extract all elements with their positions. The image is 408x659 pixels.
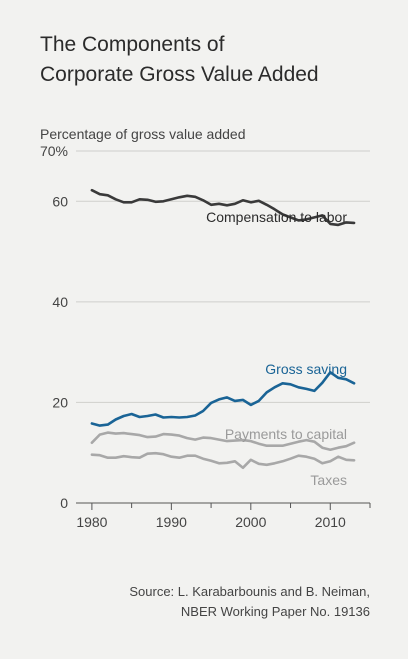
y-tick-label: 20 <box>52 394 68 410</box>
x-tick-label: 2010 <box>315 514 346 530</box>
y-tick-label: 40 <box>52 294 68 310</box>
y-axis-label: Percentage of gross value added <box>40 126 246 142</box>
tick-labels: 0 20 40 60 70% 1980 1990 2000 2010 <box>40 143 346 530</box>
chart-grid <box>76 150 370 403</box>
y-tick-label: 70% <box>40 143 68 159</box>
chart-title-line-2: Corporate Gross Value Added <box>40 63 319 86</box>
series-label-1: Gross saving <box>265 361 347 377</box>
x-tick-label: 1980 <box>76 514 107 530</box>
series-line-3 <box>90 451 356 470</box>
chart-title: The Components of Corporate Gross Value … <box>40 30 380 90</box>
x-tick-label: 1990 <box>156 514 187 530</box>
x-tick-label: 2000 <box>235 514 266 530</box>
x-axis <box>76 502 371 510</box>
series-labels: Compensation to labor Gross saving Payment… <box>206 209 347 488</box>
series-lines <box>90 188 356 470</box>
series-line-0 <box>90 188 356 227</box>
series-line-2 <box>90 431 356 451</box>
y-tick-label: 0 <box>60 495 68 511</box>
y-tick-label: 60 <box>52 193 68 209</box>
source-line-1: Source: L. Karabarbounis and B. Neiman, <box>129 584 370 599</box>
series-label-0: Compensation to labor <box>206 209 347 225</box>
series-line-1 <box>90 371 356 427</box>
series-label-3: Taxes <box>310 472 347 488</box>
chart-title-line-1: The Components of <box>40 33 225 56</box>
source-line-2: NBER Working Paper No. 19136 <box>180 604 370 619</box>
series-label-2: Payments to capital <box>225 426 347 442</box>
source-note: Source: L. Karabarbounis and B. Neiman, … <box>30 582 370 622</box>
